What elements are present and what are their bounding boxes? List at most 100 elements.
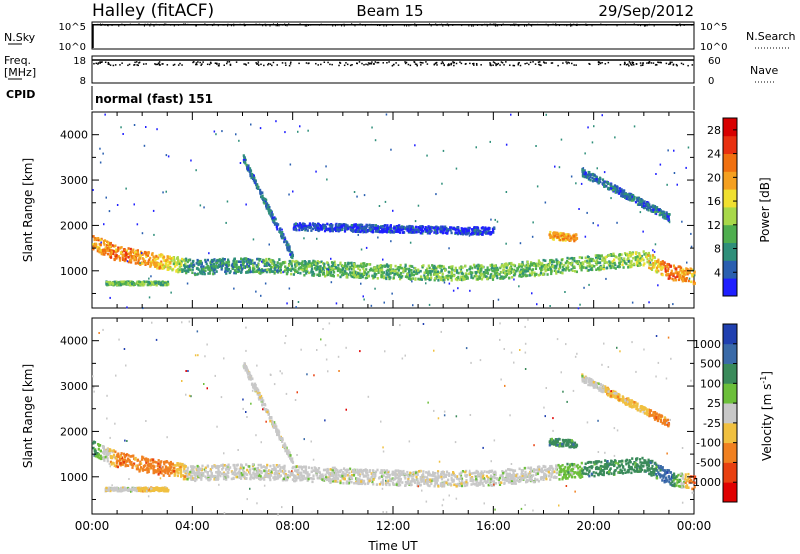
scatter-cell	[686, 261, 688, 264]
range-cell	[388, 268, 391, 271]
range-cell	[595, 268, 598, 271]
range-cell	[389, 224, 392, 228]
nave-dot	[284, 62, 287, 64]
range-cell	[146, 254, 150, 257]
nave-dot	[343, 64, 346, 67]
scatter-cell	[414, 220, 417, 223]
range-cell	[614, 267, 617, 270]
range-cell	[364, 264, 368, 268]
range-cell	[255, 270, 258, 273]
nave-dot	[625, 64, 628, 66]
nsky-tick	[121, 23, 123, 26]
range-cell	[343, 272, 346, 276]
range-cell	[611, 264, 614, 268]
scatter-cell	[505, 191, 508, 193]
range-cell	[107, 242, 110, 245]
range-cell	[597, 181, 600, 184]
range-cell	[640, 203, 643, 206]
range-cell	[679, 268, 682, 272]
range-cell	[131, 280, 134, 284]
freq-right-tick-bottom: 0	[708, 76, 714, 87]
nave-dot	[388, 61, 390, 63]
range-cell	[167, 264, 170, 267]
range-cell	[319, 265, 322, 268]
nsky-tick	[222, 24, 224, 26]
range-cell	[417, 270, 420, 274]
range-cell	[155, 255, 158, 258]
range-cell	[461, 266, 464, 269]
range-cell	[262, 259, 265, 262]
range-cell	[112, 252, 115, 256]
range-cell	[330, 223, 333, 226]
nsky-tick	[354, 24, 356, 27]
range-cell	[415, 269, 418, 272]
range-cell	[457, 271, 460, 275]
range-cell	[259, 188, 262, 192]
scatter-cell	[382, 258, 384, 261]
range-cell	[551, 237, 554, 241]
range-cell	[109, 281, 112, 284]
range-cell	[394, 230, 397, 233]
nave-dot	[346, 63, 349, 66]
range-cell	[667, 267, 670, 271]
range-cell	[634, 200, 638, 204]
range-cell	[433, 266, 436, 270]
range-cell	[426, 231, 429, 235]
range-cell	[583, 172, 586, 176]
range-cell	[415, 229, 418, 232]
range-cell	[582, 263, 585, 266]
range-cell	[641, 257, 644, 261]
nsky-tick	[513, 23, 515, 26]
range-cell	[530, 273, 534, 276]
range-cell	[562, 237, 565, 241]
range-cell	[631, 457, 634, 460]
nave-dot	[433, 63, 436, 66]
nsky-tick	[414, 23, 416, 25]
nsky-tick	[351, 23, 353, 25]
scatter-cell	[261, 260, 263, 263]
nsky-tick	[288, 23, 290, 25]
range-cell	[117, 283, 120, 287]
nsky-tick	[343, 23, 345, 26]
range-cell	[321, 262, 325, 265]
range-cell	[647, 254, 650, 257]
range-cell	[300, 266, 303, 269]
range-cell	[636, 196, 639, 200]
range-cell	[669, 276, 672, 280]
range-cell	[573, 239, 576, 243]
range-cell	[408, 275, 411, 278]
range-cell	[595, 177, 598, 181]
nsky-tick	[579, 24, 581, 26]
range-cell	[531, 271, 534, 274]
range-cell	[568, 269, 571, 272]
range-cell	[372, 269, 375, 272]
range-cell	[450, 231, 453, 235]
range-cell	[106, 246, 109, 250]
range-cell	[290, 272, 293, 276]
range-cell	[565, 266, 568, 270]
range-cell	[341, 224, 344, 228]
range-cell	[496, 266, 499, 270]
scatter-cell	[690, 232, 692, 235]
range-cell	[569, 236, 573, 240]
nave-dot	[218, 63, 220, 65]
range-cell	[221, 262, 224, 265]
range-cell	[204, 475, 207, 478]
nsky-tick	[370, 23, 372, 26]
nave-dot	[641, 64, 644, 66]
range-cell	[166, 258, 169, 261]
scatter-cell	[316, 237, 318, 240]
range-cell	[599, 257, 602, 261]
scatter-cell	[122, 133, 124, 135]
nsky-tick	[379, 24, 381, 26]
scatter-cell	[391, 292, 393, 295]
range-cell	[173, 260, 176, 264]
nave-dot	[395, 62, 397, 64]
nave-dot	[665, 62, 668, 65]
scatter-cell	[371, 126, 373, 129]
range-cell	[677, 278, 681, 282]
nave-dot	[121, 62, 123, 64]
nave-dot	[682, 63, 685, 66]
nave-dot	[195, 62, 198, 64]
nave-dot	[675, 63, 678, 66]
